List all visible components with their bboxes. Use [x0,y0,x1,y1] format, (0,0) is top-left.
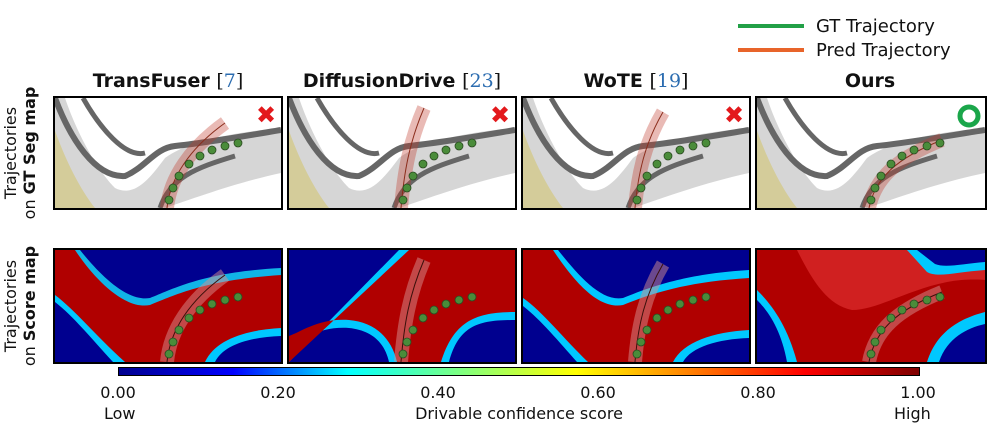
score-panel-transfuser [53,248,283,364]
colorbar-tick: 0.20 [260,383,296,402]
score-panel-wote [521,248,751,364]
colorbar-tick: 1.00 [900,383,936,402]
colorbar [118,367,920,376]
column-title-ours: Ours [844,70,896,92]
pred-line-swatch [738,48,804,52]
fail-mark-icon: ✖ [724,101,744,129]
legend: GT Trajectory Pred Trajectory [738,14,993,62]
seg-panel-transfuser: ✖ [53,96,283,210]
drivable-area [55,98,281,208]
seg-panel-wote: ✖ [521,96,751,210]
score-panel-diffusiondrive [287,248,517,364]
citation-link[interactable]: 23 [469,70,494,92]
column-title-wote: WoTE [19] [583,70,689,92]
legend-pred: Pred Trajectory [738,38,993,62]
colorbar-title: Drivable confidence score [415,404,623,423]
legend-gt-label: GT Trajectory [816,15,935,37]
colorbar-high-label: High [894,404,931,423]
score-panel-ours [755,248,987,364]
column-title-transfuser: TransFuser [7] [92,70,244,92]
colorbar-low-label: Low [104,404,136,423]
fail-mark-icon: ✖ [256,101,276,129]
legend-gt: GT Trajectory [738,14,993,38]
seg-panel-diffusiondrive: ✖ [287,96,517,210]
colorbar-tick: 0.40 [420,383,456,402]
gt-line-swatch [738,24,804,28]
lane-centerline [55,98,281,180]
colorbar-tick: 0.00 [100,383,136,402]
success-mark-icon [957,104,981,128]
legend-pred-label: Pred Trajectory [816,39,951,61]
seg-panel-ours [755,96,987,210]
gt-trajectory [164,138,243,205]
citation-link[interactable]: 19 [656,70,682,92]
citation-link[interactable]: 7 [223,70,236,92]
row-label-seg: Trajectories on GT Seg map [1,86,39,220]
column-title-diffusiondrive: DiffusionDrive [23] [302,70,502,92]
row-label-score: Trajectories on Score map [1,245,39,367]
colorbar-tick: 0.80 [740,383,776,402]
fail-mark-icon: ✖ [490,101,510,129]
colorbar-tick: 0.60 [580,383,616,402]
